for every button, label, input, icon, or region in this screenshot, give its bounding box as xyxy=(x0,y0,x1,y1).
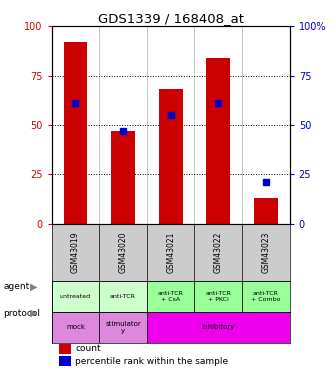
Bar xyxy=(147,281,194,312)
Bar xyxy=(99,312,147,343)
Text: inhibitory: inhibitory xyxy=(201,324,235,330)
Bar xyxy=(147,312,290,343)
Text: GSM43023: GSM43023 xyxy=(261,232,270,273)
Text: percentile rank within the sample: percentile rank within the sample xyxy=(75,357,228,366)
Text: anti-TCR
+ PKCi: anti-TCR + PKCi xyxy=(205,291,231,302)
Bar xyxy=(52,312,99,343)
Text: anti-TCR: anti-TCR xyxy=(110,294,136,299)
Bar xyxy=(242,281,290,312)
Text: anti-TCR
+ CsA: anti-TCR + CsA xyxy=(158,291,183,302)
Text: ▶: ▶ xyxy=(30,308,38,318)
Text: GSM43022: GSM43022 xyxy=(214,232,223,273)
Text: GSM43020: GSM43020 xyxy=(119,232,128,273)
Bar xyxy=(52,281,99,312)
Bar xyxy=(64,42,87,224)
Bar xyxy=(206,58,230,223)
Text: anti-TCR
+ Combo: anti-TCR + Combo xyxy=(251,291,281,302)
Bar xyxy=(111,131,135,224)
Text: GSM43019: GSM43019 xyxy=(71,232,80,273)
Text: count: count xyxy=(75,345,101,354)
Bar xyxy=(159,89,182,224)
Bar xyxy=(194,281,242,312)
Text: stimulator
y: stimulator y xyxy=(105,321,141,334)
Text: mock: mock xyxy=(66,324,85,330)
Text: ▶: ▶ xyxy=(30,282,38,292)
Bar xyxy=(254,198,278,223)
Bar xyxy=(99,281,147,312)
Bar xyxy=(59,344,71,354)
Bar xyxy=(59,356,71,366)
Title: GDS1339 / 168408_at: GDS1339 / 168408_at xyxy=(98,12,244,25)
Text: GSM43021: GSM43021 xyxy=(166,232,175,273)
Text: protocol: protocol xyxy=(3,309,40,318)
Text: untreated: untreated xyxy=(60,294,91,299)
Text: agent: agent xyxy=(3,282,30,291)
